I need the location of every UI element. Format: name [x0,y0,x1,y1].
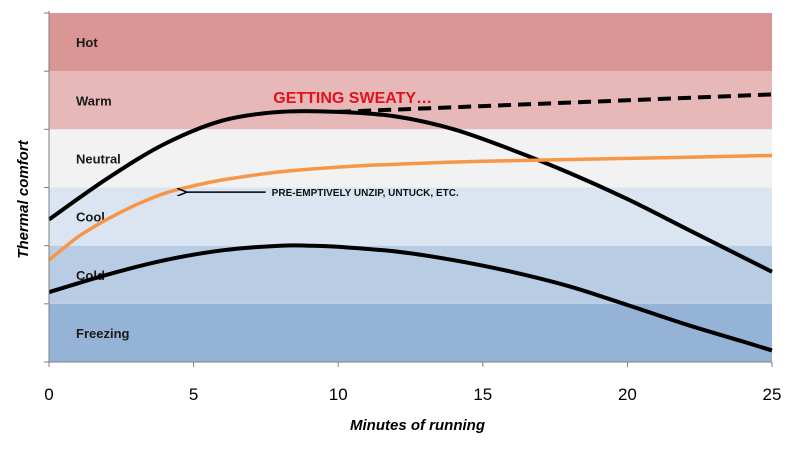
band-cold [49,245,772,304]
band-cool [49,187,772,246]
band-label-warm: Warm [76,93,112,108]
sweaty-trend-dashed-line [338,92,773,114]
x-tick-label: 25 [763,385,782,404]
annotation-getting-sweaty: GETTING SWEATY… [273,90,432,107]
axes: 0 5 10 15 20 25 [44,11,781,404]
band-hot [49,13,772,72]
band-label-freezing: Freezing [76,326,130,341]
annotation-unzip: PRE-EMPTIVELY UNZIP, UNTUCK, ETC. [272,188,459,199]
y-axis-title: Thermal comfort [15,139,32,258]
band-freezing [49,303,772,362]
annotations: GETTING SWEATY… PRE-EMPTIVELY UNZIP, UNTU… [186,90,459,199]
upper-curve-line [47,109,773,274]
lower-curve-line [48,243,773,353]
x-tick-label: 20 [618,385,637,404]
band-label-hot: Hot [76,35,98,50]
x-axis-title: Minutes of running [350,417,485,434]
x-tick-label: 10 [329,385,348,404]
x-tick-label: 15 [473,385,492,404]
band-label-cool: Cool [76,210,105,225]
band-label-neutral: Neutral [76,151,121,166]
series-lines [47,92,773,353]
x-tick-label: 5 [189,385,198,404]
x-tick-label: 0 [44,385,53,404]
orange-curve-line [47,153,773,262]
